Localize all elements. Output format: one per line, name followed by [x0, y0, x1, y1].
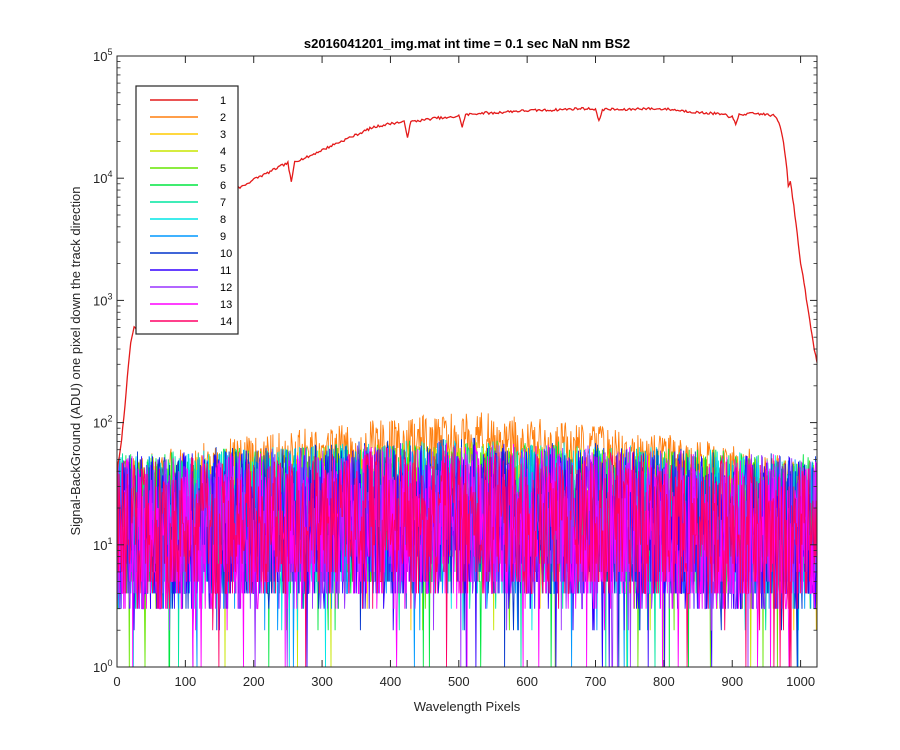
y-tick-base: 10: [93, 538, 107, 553]
legend-label: 8: [220, 214, 226, 226]
plot-frame: [116, 55, 818, 668]
legend-label: 6: [220, 180, 226, 192]
x-tick-label: 600: [516, 674, 538, 689]
legend-label: 3: [220, 129, 226, 141]
x-axis-label: Wavelength Pixels: [414, 699, 521, 714]
legend-label: 1: [220, 95, 226, 107]
x-tick-label: 700: [585, 674, 607, 689]
y-tick-base: 10: [93, 660, 107, 675]
y-tick-label: 105: [93, 47, 112, 64]
legend-label: 11: [220, 265, 231, 277]
legend-label: 5: [220, 163, 226, 175]
series-line-14: [116, 445, 818, 668]
x-tick-label: 400: [380, 674, 402, 689]
chart-title: s2016041201_img.mat int time = 0.1 sec N…: [304, 36, 630, 51]
x-tick-label: 900: [721, 674, 743, 689]
x-tick-label: 1000: [786, 674, 815, 689]
y-tick-label: 101: [93, 536, 112, 553]
legend-label: 9: [220, 231, 226, 243]
y-tick-exponent: 2: [107, 414, 112, 424]
legend-label: 13: [220, 299, 232, 311]
y-tick-exponent: 4: [107, 169, 112, 179]
y-tick-base: 10: [93, 293, 107, 308]
y-tick-label: 100: [93, 658, 112, 675]
legend-label: 7: [220, 197, 226, 209]
x-axis: 0 100 200 300 400 500 600 700 800 900 1000: [113, 56, 815, 689]
legend-label: 4: [220, 146, 226, 158]
y-tick-exponent: 5: [107, 47, 112, 57]
legend-box: [135, 85, 239, 335]
x-tick-label: 500: [448, 674, 470, 689]
series-line-2: [116, 412, 818, 594]
x-tick-label: 0: [113, 674, 120, 689]
legend-label: 14: [220, 316, 232, 328]
legend-label: 12: [220, 282, 232, 294]
y-tick-exponent: 1: [107, 536, 112, 546]
legend-label: 2: [220, 112, 226, 124]
y-tick-base: 10: [93, 171, 107, 186]
legend-label: 10: [220, 248, 232, 260]
y-tick-exponent: 3: [107, 291, 112, 301]
y-tick-label: 103: [93, 291, 112, 308]
y-tick-label: 102: [93, 414, 112, 431]
y-tick-base: 10: [93, 49, 107, 64]
x-tick-label: 100: [175, 674, 197, 689]
x-tick-label: 200: [243, 674, 265, 689]
x-tick-label: 300: [311, 674, 333, 689]
y-tick-exponent: 0: [107, 658, 112, 668]
y-axis-label: Signal-BackGround (ADU) one pixel down t…: [68, 186, 83, 535]
x-tick-label: 800: [653, 674, 675, 689]
y-tick-base: 10: [93, 416, 107, 431]
y-tick-label: 104: [93, 169, 112, 186]
